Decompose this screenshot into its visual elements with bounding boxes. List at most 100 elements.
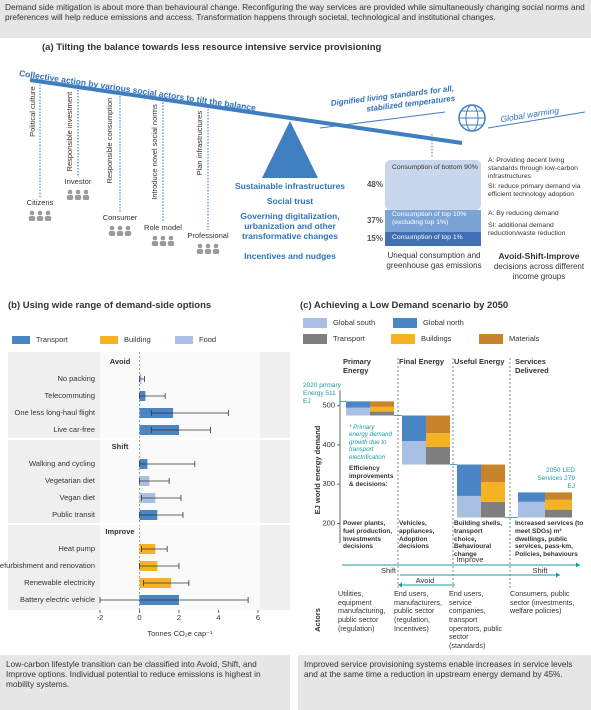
strategies-title: Avoid-Shift-Improve	[498, 251, 580, 261]
share-segment	[385, 160, 481, 210]
share-pct: 48%	[366, 180, 383, 189]
stage-decision: Vehicles, appliances, Adoption decisions	[399, 520, 435, 551]
person-icon	[124, 231, 132, 236]
share-pct: 37%	[366, 216, 383, 225]
error-bar	[139, 376, 145, 382]
x-tick-label: 0	[137, 613, 141, 622]
legend-label: Global south	[333, 318, 375, 327]
strategy: A: Providing decent living standards thr…	[488, 157, 578, 181]
error-bar	[139, 478, 170, 484]
legend-label: Transport	[36, 335, 69, 344]
person-icon	[151, 241, 159, 246]
legend-swatch	[393, 318, 417, 328]
arrow-label: Improve	[456, 555, 483, 564]
bar-segment	[346, 401, 370, 408]
bar-segment	[481, 482, 505, 502]
stage-label: Services Delivered	[515, 357, 549, 375]
y-tick-label: Refurbishment and renovation	[0, 561, 95, 570]
y-tick-label: Public transit	[52, 510, 96, 519]
plot-area	[100, 352, 260, 610]
y-tick-label: 400	[322, 440, 335, 449]
y-tick-label: 500	[322, 401, 335, 410]
y-tick-label: Live car-free	[53, 425, 95, 434]
legend-label: Building	[124, 335, 151, 344]
person-icon	[152, 235, 158, 241]
person-icon	[204, 249, 212, 254]
panel-title: (a) Tilting the balance towards less res…	[42, 42, 382, 53]
legend-swatch	[175, 336, 193, 344]
person-icon	[213, 243, 219, 249]
bar-segment	[402, 441, 426, 465]
footer-text: Improved service provisioning systems en…	[304, 659, 573, 679]
x-tick-label: 6	[256, 613, 260, 622]
group-label: Avoid	[110, 357, 131, 366]
y-tick-label: Battery electric vehicle	[20, 595, 95, 604]
person-icon	[37, 210, 43, 216]
group-label: Shift	[112, 442, 129, 451]
strategy: A: By reducing demand	[488, 210, 559, 217]
actor-label: Investor	[65, 177, 92, 186]
person-icon	[197, 243, 203, 249]
strategy: SI: additional demand reduction/waste re…	[488, 222, 566, 238]
error-bar	[139, 512, 184, 518]
legend-swatch	[12, 336, 30, 344]
footer-box	[298, 655, 591, 710]
y-tick-label: Renewable electricity	[24, 578, 95, 587]
bar-segment	[545, 492, 572, 500]
bar-segment	[457, 495, 481, 518]
error-bar	[141, 546, 168, 552]
error-bar	[139, 461, 196, 467]
actors-title: Actors	[313, 608, 322, 632]
stage-actors: Consumers, public sector (investments, w…	[510, 589, 575, 616]
y-tick-label: Vegetarian diet	[45, 476, 96, 485]
group-label: Improve	[105, 527, 134, 536]
error-bar	[143, 580, 190, 586]
error-bar	[150, 427, 211, 433]
arrow-head	[556, 572, 560, 578]
arrow-head	[576, 562, 580, 568]
person-icon	[196, 249, 204, 254]
person-icon	[28, 216, 36, 221]
actor-label: Role model	[144, 223, 182, 232]
legend-label: Transport	[333, 334, 366, 343]
annotation: Efficiency improvements & decisions:	[349, 465, 394, 488]
legend-swatch	[479, 334, 503, 344]
person-icon	[168, 235, 174, 241]
y-tick-label: 200	[322, 518, 335, 527]
person-icon	[212, 249, 220, 254]
stage-label: Useful Energy	[454, 357, 505, 366]
person-icon	[83, 189, 89, 195]
bar-segment	[370, 411, 394, 416]
bar-segment	[545, 509, 572, 518]
arrow	[487, 111, 586, 129]
share-label: Consumption of top 10% (excluding top 1%…	[392, 211, 467, 226]
person-icon	[66, 195, 74, 200]
actor-label: Professional	[187, 231, 229, 240]
bar-segment	[370, 406, 394, 412]
shares-caption: Unequal consumption and greenhouse gas e…	[386, 251, 482, 270]
actor-label: Citizens	[27, 198, 54, 207]
lever-text: Governing digitalization, urbanization a…	[240, 211, 340, 242]
bar-segment	[402, 415, 426, 441]
x-tick-label: -2	[97, 613, 104, 622]
norm-label: Introduce novel social norms	[150, 104, 159, 200]
annotation: 2020 primary Energy 511 EJ	[303, 382, 341, 405]
person-icon	[67, 189, 73, 195]
error-bar	[139, 393, 166, 399]
person-icon	[82, 195, 90, 200]
bar-segment	[426, 415, 450, 434]
stage-label: Primary Energy	[343, 357, 371, 375]
bar-segment	[426, 446, 450, 465]
stage-actors: End users, manufacturers, public sector …	[394, 589, 442, 633]
share-label: Consumption of bottom 90%	[392, 164, 478, 171]
footer-box	[0, 655, 290, 710]
legend-label: Buildings	[421, 334, 452, 343]
share-segment	[385, 232, 481, 246]
error-bar	[139, 563, 180, 569]
person-icon	[205, 243, 211, 249]
strategies-caption: decisions across different income groups	[493, 262, 585, 281]
person-icon	[108, 231, 116, 236]
person-icon	[75, 189, 81, 195]
